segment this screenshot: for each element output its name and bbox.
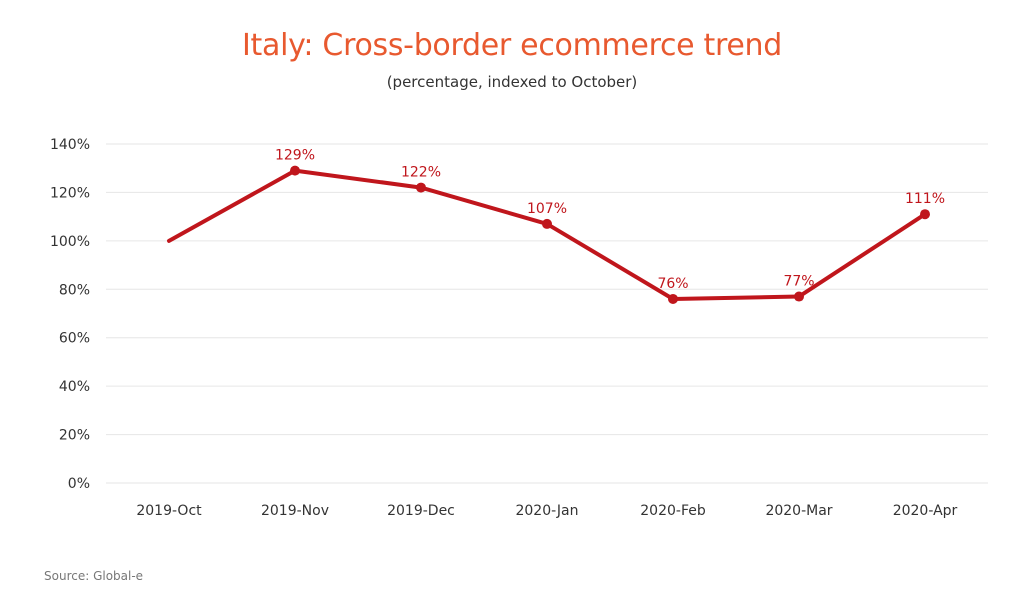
x-tick-label: 2020-Jan bbox=[515, 503, 578, 519]
y-tick-label: 80% bbox=[59, 282, 90, 298]
data-label: 77% bbox=[783, 274, 814, 290]
data-label: 107% bbox=[527, 201, 567, 217]
data-label: 76% bbox=[657, 276, 688, 292]
data-point bbox=[794, 291, 804, 302]
data-label: 122% bbox=[401, 165, 441, 181]
x-tick-label: 2019-Dec bbox=[387, 503, 455, 519]
x-tick-label: 2019-Nov bbox=[261, 503, 329, 519]
x-tick-label: 2020-Mar bbox=[765, 503, 832, 519]
y-tick-label: 20% bbox=[59, 428, 90, 444]
data-labels: 129% 122% 107% 76% 77% 111% bbox=[275, 148, 945, 292]
x-tick-label: 2019-Oct bbox=[136, 503, 202, 519]
data-label: 129% bbox=[275, 148, 315, 164]
data-point bbox=[416, 182, 426, 193]
y-tick-label: 0% bbox=[68, 476, 90, 492]
data-point bbox=[920, 209, 930, 220]
source-note: Source: Global-e bbox=[44, 569, 144, 583]
data-point bbox=[668, 293, 678, 304]
y-tick-label: 40% bbox=[59, 379, 90, 395]
y-tick-label: 140% bbox=[50, 137, 90, 153]
x-tick-label: 2020-Feb bbox=[640, 503, 706, 519]
y-tick-label: 120% bbox=[50, 185, 90, 201]
data-label: 111% bbox=[905, 191, 945, 207]
chart-subtitle: (percentage, indexed to October) bbox=[386, 73, 638, 91]
series-layer bbox=[167, 165, 930, 304]
x-axis: 2019-Oct 2019-Nov 2019-Dec 2020-Jan 2020-Feb… bbox=[136, 503, 957, 519]
y-tick-label: 100% bbox=[50, 234, 90, 250]
data-point bbox=[290, 165, 300, 176]
data-point bbox=[542, 218, 552, 229]
y-axis: 0% 20% 40% 60% 80% 100% 120% 140% bbox=[50, 137, 90, 492]
gridlines bbox=[106, 143, 988, 484]
x-tick-label: 2020-Apr bbox=[893, 503, 958, 519]
y-tick-label: 60% bbox=[59, 331, 90, 347]
chart-title: Italy: Cross-border ecommerce trend bbox=[241, 28, 782, 63]
